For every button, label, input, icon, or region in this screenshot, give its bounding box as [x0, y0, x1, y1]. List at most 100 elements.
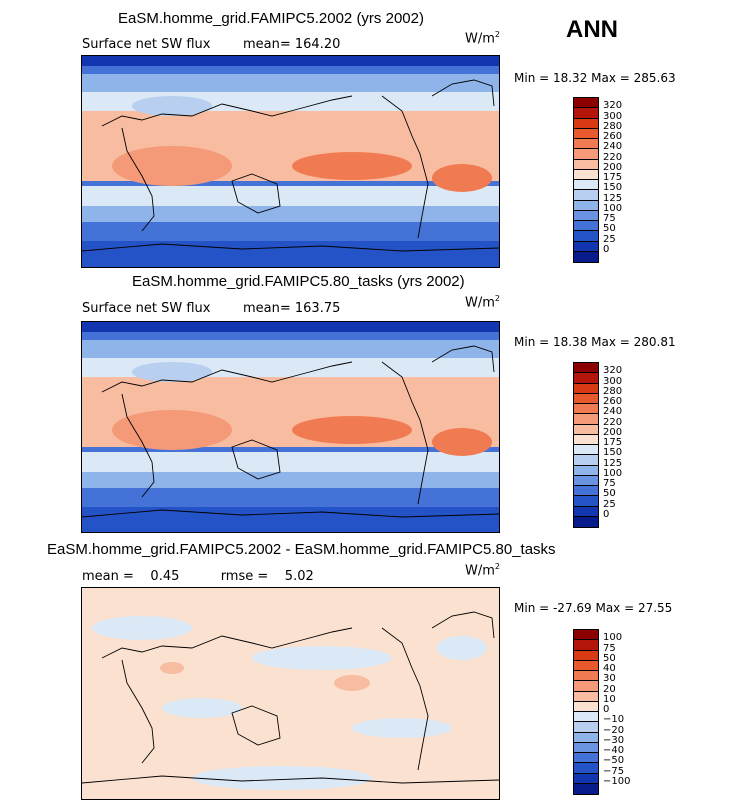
panel-2-title: EaSM.homme_grid.FAMIPC5.80_tasks (yrs 20…	[132, 273, 465, 290]
colorbar-tick-label: 150	[603, 182, 623, 194]
panel-1-coastlines	[82, 79, 499, 252]
colorbar-swatch	[574, 732, 598, 743]
colorbar-swatch	[574, 241, 598, 252]
colorbar-tick-label: 220	[603, 151, 623, 163]
colorbar-tick-label: 260	[603, 396, 623, 407]
panel-3-min-max: Min = -27.69 Max = 27.55	[514, 601, 673, 615]
colorbar-tick-label: 125	[603, 457, 623, 469]
colorbar-tick-label: 300	[603, 110, 623, 122]
colorbar-tick-label: 100	[603, 202, 623, 214]
colorbar-swatch	[574, 742, 598, 753]
panel-2-map	[81, 321, 500, 533]
colorbar-swatch	[574, 691, 598, 702]
panel-2-colorbar	[573, 362, 599, 528]
panel-2-coastlines	[82, 345, 499, 518]
colorbar-swatch	[574, 434, 598, 445]
colorbar-tick-label: 280	[603, 385, 623, 397]
panel-3-title: EaSM.homme_grid.FAMIPC5.2002 - EaSM.homm…	[47, 541, 556, 558]
colorbar-swatch	[574, 640, 598, 651]
panel-1-field-bands	[82, 56, 499, 267]
colorbar-tick-label: 75	[603, 478, 616, 489]
colorbar-tick-label: −75	[603, 765, 625, 777]
colorbar-swatch	[574, 118, 598, 129]
colorbar-tick-label: −20	[603, 724, 625, 736]
colorbar-swatch	[574, 486, 598, 497]
colorbar-tick-label: 75	[603, 213, 616, 224]
colorbar-swatch	[574, 221, 598, 232]
season-label: ANN	[566, 16, 618, 43]
colorbar-swatch	[574, 159, 598, 170]
colorbar-swatch	[574, 475, 598, 486]
colorbar-tick-label: 175	[603, 172, 623, 183]
colorbar-tick-label: 50	[603, 488, 616, 500]
colorbar-tick-label: 20	[603, 683, 616, 695]
colorbar-swatch	[574, 251, 598, 262]
colorbar-swatch	[574, 516, 598, 527]
colorbar-swatch	[574, 701, 598, 712]
panel-2-units: W/m2	[465, 294, 500, 311]
colorbar-swatch	[574, 231, 598, 242]
colorbar-tick-label: −30	[603, 734, 625, 746]
colorbar-tick-label: 30	[603, 673, 616, 685]
panel-1-field-label: Surface net SW flux	[82, 37, 211, 52]
colorbar-swatch	[574, 712, 598, 723]
panel-1-units: W/m2	[465, 30, 500, 47]
colorbar-tick-label: 10	[603, 693, 616, 705]
colorbar-tick-label: −10	[603, 714, 625, 726]
colorbar-tick-label: 0	[603, 704, 610, 715]
colorbar-tick-label: 260	[603, 131, 623, 142]
colorbar-swatch	[574, 630, 598, 641]
colorbar-swatch	[574, 149, 598, 160]
panel-2-field-label: Surface net SW flux	[82, 301, 211, 316]
panel-2-field-bands	[82, 322, 499, 532]
colorbar-tick-label: 240	[603, 141, 623, 153]
colorbar-swatch	[574, 753, 598, 764]
colorbar-swatch	[574, 200, 598, 211]
colorbar-tick-label: 150	[603, 447, 623, 459]
colorbar-tick-label: 0	[603, 508, 610, 520]
colorbar-tick-label: 320	[603, 100, 623, 112]
panel-3-map	[81, 587, 500, 800]
colorbar-swatch	[574, 169, 598, 180]
panel-2-mean: mean= 163.75	[243, 301, 341, 316]
colorbar-swatch	[574, 455, 598, 466]
colorbar-tick-label: 40	[603, 663, 616, 674]
colorbar-swatch	[574, 180, 598, 191]
colorbar-swatch	[574, 363, 598, 374]
colorbar-swatch	[574, 190, 598, 201]
colorbar-swatch	[574, 445, 598, 456]
colorbar-tick-label: 125	[603, 192, 623, 204]
colorbar-tick-label: 240	[603, 406, 623, 418]
panel-1-min-max: Min = 18.32 Max = 285.63	[514, 71, 676, 85]
colorbar-swatch	[574, 139, 598, 150]
colorbar-swatch	[574, 414, 598, 425]
colorbar-tick-label: 320	[603, 365, 623, 377]
colorbar-swatch	[574, 383, 598, 394]
colorbar-swatch	[574, 465, 598, 476]
colorbar-tick-label: 100	[603, 467, 623, 479]
colorbar-swatch	[574, 496, 598, 507]
colorbar-tick-label: 200	[603, 426, 623, 438]
colorbar-swatch	[574, 424, 598, 435]
colorbar-swatch	[574, 108, 598, 119]
colorbar-swatch	[574, 671, 598, 682]
colorbar-swatch	[574, 98, 598, 109]
colorbar-swatch	[574, 210, 598, 221]
panel-2-min-max: Min = 18.38 Max = 280.81	[514, 335, 676, 349]
colorbar-tick-label: 300	[603, 375, 623, 387]
colorbar-tick-label: 50	[603, 223, 616, 235]
panel-3-units: W/m2	[465, 562, 500, 579]
colorbar-swatch	[574, 763, 598, 774]
colorbar-swatch	[574, 650, 598, 661]
colorbar-tick-label: 75	[603, 642, 616, 654]
panel-1-title: EaSM.homme_grid.FAMIPC5.2002 (yrs 2002)	[118, 10, 424, 27]
colorbar-tick-label: 280	[603, 120, 623, 132]
colorbar-swatch	[574, 404, 598, 415]
panel-1-map	[81, 55, 500, 268]
colorbar-tick-label: −50	[603, 755, 625, 767]
colorbar-tick-label: 25	[603, 498, 616, 510]
colorbar-tick-label: −100	[603, 775, 631, 787]
colorbar-tick-label: 0	[603, 243, 610, 255]
colorbar-swatch	[574, 373, 598, 384]
colorbar-swatch	[574, 128, 598, 139]
